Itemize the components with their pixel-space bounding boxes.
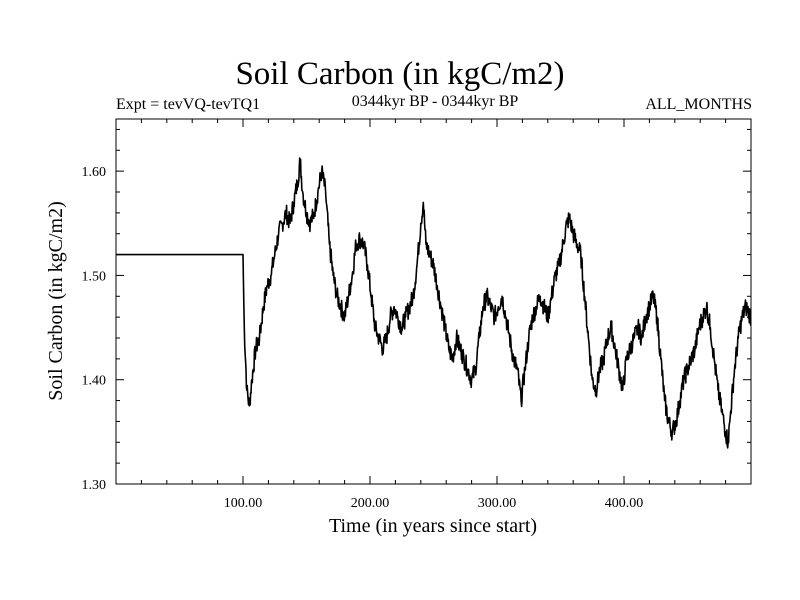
soil-carbon-series-line xyxy=(116,157,751,449)
y-tick-label: 1.30 xyxy=(82,478,107,493)
x-axis-label: Time (in years since start) xyxy=(329,515,537,537)
y-axis-label: Soil Carbon (in kgC/m2) xyxy=(45,201,67,400)
y-tick-label: 1.40 xyxy=(82,374,107,389)
chart-title: Soil Carbon (in kgC/m2) xyxy=(235,56,565,92)
period-label: 0344kyr BP - 0344kyr BP xyxy=(351,93,519,110)
x-tick-label: 300.00 xyxy=(478,496,517,511)
x-axis: 100.00 200.00 300.00 400.00 xyxy=(140,119,727,511)
x-tick-label: 200.00 xyxy=(351,496,390,511)
y-axis: 1.30 1.40 1.50 1.60 xyxy=(82,128,751,493)
y-tick-label: 1.50 xyxy=(82,269,107,284)
months-label: ALL_MONTHS xyxy=(645,96,752,113)
x-tick-label: 400.00 xyxy=(605,496,644,511)
x-tick-label: 100.00 xyxy=(224,496,263,511)
plot-frame xyxy=(115,118,752,485)
experiment-label: Expt = tevVQ-tevTQ1 xyxy=(116,96,261,113)
y-tick-label: 1.60 xyxy=(82,165,107,180)
